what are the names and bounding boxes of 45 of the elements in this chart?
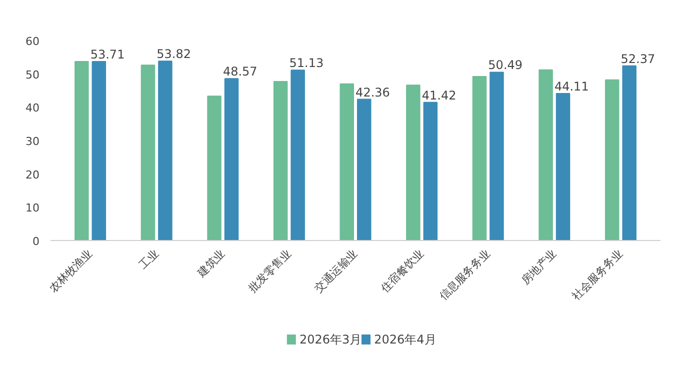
- x-tick-label: 农林牧渔业: [46, 246, 95, 295]
- bar: [490, 72, 504, 240]
- bar: [207, 96, 222, 240]
- x-tick-label: 信息服务务业: [436, 246, 493, 303]
- bar: [622, 65, 636, 240]
- bar: [538, 69, 553, 240]
- x-tick-label: 批发零售业: [246, 246, 294, 295]
- data-label: 44.11: [554, 79, 589, 94]
- bar: [406, 84, 420, 240]
- bar: [140, 64, 156, 240]
- legend-label: 2026年4月: [374, 332, 436, 346]
- y-tick-label: 10: [26, 202, 40, 215]
- bar: [356, 98, 372, 240]
- x-tick-label: 工业: [136, 246, 162, 272]
- y-tick-label: 0: [32, 235, 40, 248]
- data-label: 42.36: [356, 85, 390, 100]
- bar: [423, 102, 438, 240]
- bar: [340, 83, 354, 240]
- data-label: 53.71: [90, 47, 125, 62]
- x-tick-label: 社会服务务业: [569, 246, 626, 303]
- legend-label: 2026年3月: [299, 332, 362, 346]
- data-label: 53.82: [156, 47, 192, 62]
- x-tick-label: 建筑业: [194, 246, 228, 280]
- data-label: 51.13: [289, 56, 324, 70]
- bar: [290, 70, 305, 240]
- x-tick-label: 住宿餐饮业: [378, 246, 426, 295]
- bar: [158, 60, 172, 240]
- data-label: 41.42: [422, 88, 456, 102]
- bar: [556, 92, 570, 240]
- y-tick-label: 50: [26, 68, 40, 82]
- data-label: 48.57: [222, 64, 258, 79]
- data-label: 52.37: [620, 52, 656, 66]
- bar: [224, 78, 239, 240]
- bar: [74, 61, 89, 240]
- y-tick-label: 30: [26, 135, 40, 148]
- bar: [92, 60, 106, 240]
- y-tick-label: 60: [26, 35, 40, 48]
- y-tick-label: 20: [26, 168, 40, 182]
- bar: [472, 76, 487, 240]
- bar: [604, 79, 620, 240]
- bar: [273, 81, 288, 240]
- y-tick-label: 40: [26, 102, 40, 115]
- data-label: 50.49: [488, 58, 523, 72]
- x-tick-label: 房地产业: [518, 246, 560, 288]
- x-tick-label: 交通运输业: [312, 246, 360, 295]
